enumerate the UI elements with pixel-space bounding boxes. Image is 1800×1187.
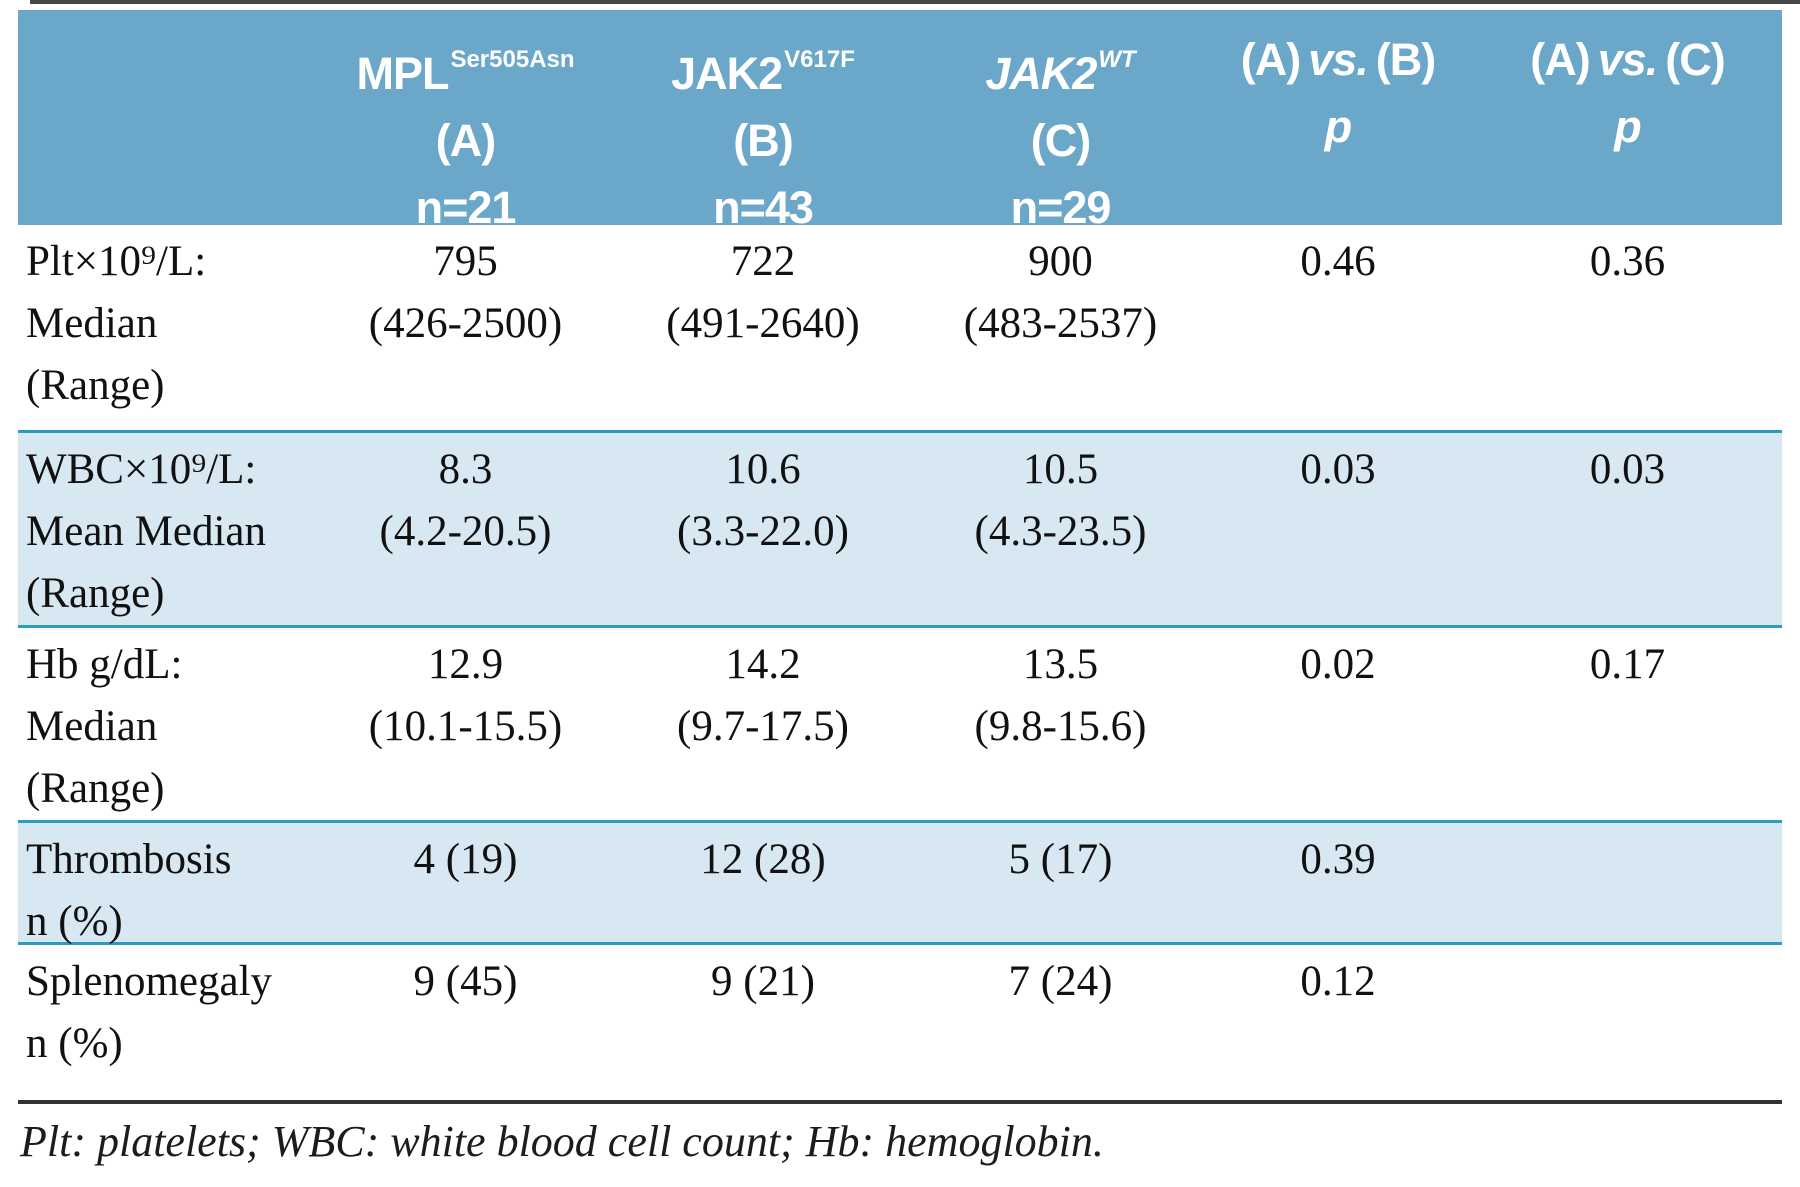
header-col-p-a-vs-c: (A) vs. (C) p <box>1473 10 1782 241</box>
p-value-a-vs-c <box>1473 825 1782 953</box>
group-n: n=29 <box>1010 182 1112 233</box>
p-value-a-vs-c: 0.17 <box>1589 641 1666 688</box>
gene-superscript: WT <box>1098 46 1136 73</box>
group-n: n=43 <box>713 182 814 233</box>
value-cell-a: 4 (19) <box>413 836 518 883</box>
table-row-wbc: WBC×10⁹/L: Mean Median (Range) 8.3 (4.2-… <box>18 430 1782 628</box>
vs-text: vs. <box>1308 34 1369 85</box>
value-cell-c: 5 (17) <box>1008 836 1113 883</box>
group-letter: (B) <box>733 115 793 166</box>
header-empty-cell <box>18 10 323 241</box>
p-value-a-vs-b: 0.12 <box>1300 958 1376 1005</box>
table-row-thrombosis: Thrombosis n (%) 4 (19) 12 (28) 5 (17) 0… <box>18 820 1782 945</box>
value-cell-c: 13.5 (9.8-15.6) <box>974 641 1147 750</box>
top-rule <box>30 0 1800 4</box>
table-row-hemoglobin: Hb g/dL: Median (Range) 12.9 (10.1-15.5)… <box>18 628 1782 820</box>
value-cell-a: 9 (45) <box>413 958 518 1005</box>
p-value-a-vs-c: 0.03 <box>1589 446 1666 493</box>
vs-text: vs. <box>1597 34 1659 85</box>
value-cell-a: 8.3 (4.2-20.5) <box>379 446 552 555</box>
gene-name-mpl: MPLSer505Asn <box>356 46 575 99</box>
characteristics-table: MPLSer505Asn (A) n=21 JAK2V617F (B) n=43… <box>18 10 1782 1100</box>
p-label: p <box>1614 101 1642 152</box>
p-value-a-vs-b: 0.39 <box>1300 836 1376 883</box>
p-value-a-vs-c <box>1473 947 1782 1100</box>
header-col-jak2-v617f: JAK2V617F (B) n=43 <box>608 10 918 241</box>
value-cell-b: 722 (491-2640) <box>666 238 860 347</box>
p-value-a-vs-b: 0.46 <box>1300 238 1376 285</box>
p-value-a-vs-b: 0.03 <box>1300 446 1376 493</box>
group-letter: (C) <box>1030 115 1091 166</box>
p-label: p <box>1324 101 1353 152</box>
table-header-row: MPLSer505Asn (A) n=21 JAK2V617F (B) n=43… <box>18 10 1782 233</box>
group-n: n=21 <box>415 182 517 233</box>
table-row-platelets: Plt×10⁹/L: Median (Range) 795 (426-2500)… <box>18 225 1782 430</box>
header-col-p-a-vs-b: (A) vs. (B) p <box>1203 10 1473 241</box>
value-cell-a: 12.9 (10.1-15.5) <box>368 641 563 750</box>
value-cell-b: 14.2 (9.7-17.5) <box>677 641 849 750</box>
comparison-label: (A) vs. (C) <box>1530 34 1726 85</box>
header-col-mpl: MPLSer505Asn (A) n=21 <box>323 10 608 241</box>
value-cell-b: 12 (28) <box>700 836 826 883</box>
value-cell-c: 7 (24) <box>1008 958 1113 1005</box>
header-col-jak2-wt: JAK2WT (C) n=29 <box>918 10 1203 241</box>
value-cell-b: 10.6 (3.3-22.0) <box>677 446 849 555</box>
table-row-splenomegaly: Splenomegaly n (%) 9 (45) 9 (21) 7 (24) … <box>18 945 1782 1100</box>
value-cell-b: 9 (21) <box>711 958 815 1005</box>
gene-superscript: V617F <box>784 46 855 73</box>
table-footnote: Plt: platelets; WBC: white blood cell co… <box>20 1117 1104 1166</box>
gene-name-jak2-v617f: JAK2V617F <box>671 46 855 99</box>
gene-name-jak2-wt: JAK2WT <box>985 46 1136 99</box>
bottom-rule <box>18 1100 1782 1104</box>
gene-superscript: Ser505Asn <box>450 46 575 73</box>
row-label: Thrombosis n (%) <box>26 836 232 945</box>
p-value-a-vs-c: 0.36 <box>1589 238 1666 285</box>
row-label: WBC×10⁹/L: Mean Median (Range) <box>26 446 267 617</box>
value-cell-c: 10.5 (4.3-23.5) <box>974 446 1147 555</box>
value-cell-c: 900 (483-2537) <box>963 238 1158 347</box>
p-value-a-vs-b: 0.02 <box>1300 641 1376 688</box>
row-label: Splenomegaly n (%) <box>26 958 273 1067</box>
row-label: Plt×10⁹/L: Median (Range) <box>26 238 207 409</box>
row-label: Hb g/dL: Median (Range) <box>26 641 183 812</box>
value-cell-a: 795 (426-2500) <box>368 238 563 347</box>
comparison-label: (A) vs. (B) <box>1240 34 1437 85</box>
group-letter: (A) <box>435 115 496 166</box>
